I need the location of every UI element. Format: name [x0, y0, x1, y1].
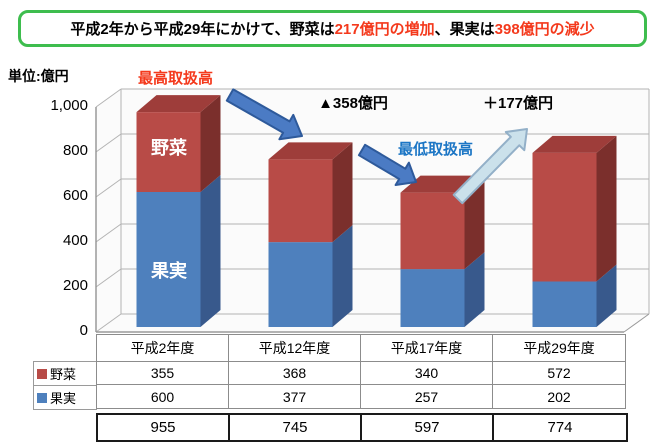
total-cell: 955	[98, 415, 230, 440]
arrow-decrease-1	[225, 88, 303, 141]
table-header-cell: 平成2年度	[97, 335, 229, 362]
headline-segment: 217億円の増加	[334, 21, 435, 38]
fruit-front-face	[268, 242, 333, 327]
headline-box: 平成2年から平成29年にかけて、野菜は 217億円の増加 、果実は 398億円の減少	[18, 10, 647, 47]
annotation-decrease: ▲358億円	[318, 95, 388, 112]
headline-segment: 、果実は	[434, 21, 495, 38]
y-tick-label: 400	[62, 232, 88, 249]
table-value-cell: 572	[493, 362, 625, 385]
veg-side-face	[464, 175, 485, 270]
bar-label-fruits: 果実	[151, 261, 187, 281]
table-value-cell: 600	[97, 385, 229, 408]
table-value-cell: 340	[361, 362, 493, 385]
y-tick-diagonal	[95, 268, 122, 288]
headline-segment: 平成2年から平成29年にかけて、野菜は	[70, 21, 335, 38]
total-cell: 597	[362, 415, 494, 440]
table-value-cell: 377	[229, 385, 361, 408]
legend-swatch-icon	[37, 368, 47, 379]
fruit-front-face	[136, 192, 201, 327]
table-value-cell: 368	[229, 362, 361, 385]
total-cell: 745	[230, 415, 362, 440]
y-tick-label: 1,000	[50, 97, 88, 114]
left-wall	[96, 89, 121, 332]
veg-top-face	[532, 135, 617, 153]
y-tick-diagonal	[95, 223, 122, 243]
bar-group-3	[400, 175, 485, 327]
fruit-side-face	[332, 225, 353, 327]
y-tick-diagonal	[95, 88, 122, 108]
legend-label: 果実	[50, 391, 77, 406]
veg-front-face	[400, 192, 465, 270]
arrow-increase	[452, 128, 528, 205]
legend: 野菜 果実	[33, 361, 97, 410]
data-table: 平成2年度 平成12年度 平成17年度 平成29年度 355 368 340 572 600 37…	[96, 334, 626, 409]
y-tick-label: 200	[62, 277, 88, 294]
unit-label: 単位:億円	[8, 68, 69, 84]
floor-right-edge	[623, 313, 650, 333]
legend-row: 野菜	[34, 362, 96, 386]
annotation-peak: 最高取扱高	[138, 70, 214, 87]
bar-group-4	[532, 135, 617, 327]
table-header-cell: 平成29年度	[493, 335, 625, 362]
y-tick-diagonal	[95, 313, 122, 333]
y-tick-label: 800	[62, 142, 88, 159]
totals-row: 955 745 597 774	[96, 413, 628, 442]
legend-label: 野菜	[50, 367, 77, 382]
total-cell: 774	[547, 419, 573, 436]
bar-group-2	[268, 142, 353, 327]
floor	[96, 314, 649, 332]
y-tick-label: 600	[62, 187, 88, 204]
veg-side-face	[332, 142, 353, 243]
fruit-front-face	[532, 281, 597, 327]
table-value-cell: 257	[361, 385, 493, 408]
bar-group-1	[136, 95, 221, 327]
y-tick-diagonal	[95, 178, 122, 198]
veg-front-face	[532, 152, 597, 282]
table-header-cell: 平成12年度	[229, 335, 361, 362]
fruit-side-face	[596, 264, 617, 327]
veg-top-face	[268, 142, 353, 160]
table-header-cell: 平成17年度	[361, 335, 493, 362]
y-tick-label: 0	[79, 322, 88, 339]
veg-side-face	[596, 135, 617, 282]
veg-front-face	[136, 112, 201, 192]
veg-front-face	[268, 159, 333, 243]
table-value-cell: 202	[547, 388, 571, 405]
headline-segment: 398億円の減少	[494, 21, 595, 38]
arrow-decrease-2	[357, 143, 417, 186]
fruit-side-face	[200, 175, 221, 327]
annotation-increase: ＋177億円	[482, 95, 554, 112]
table-value-cell: 355	[97, 362, 229, 385]
veg-side-face	[200, 95, 221, 192]
annotation-trough: 最低取扱高	[398, 141, 474, 158]
veg-top-face	[136, 95, 221, 113]
fruit-side-face	[464, 252, 485, 327]
fruit-front-face	[400, 269, 465, 327]
legend-row: 果実	[34, 386, 96, 409]
bar-label-vegetables: 野菜	[151, 138, 187, 158]
legend-swatch-icon	[37, 392, 47, 403]
y-tick-diagonal	[95, 133, 122, 153]
